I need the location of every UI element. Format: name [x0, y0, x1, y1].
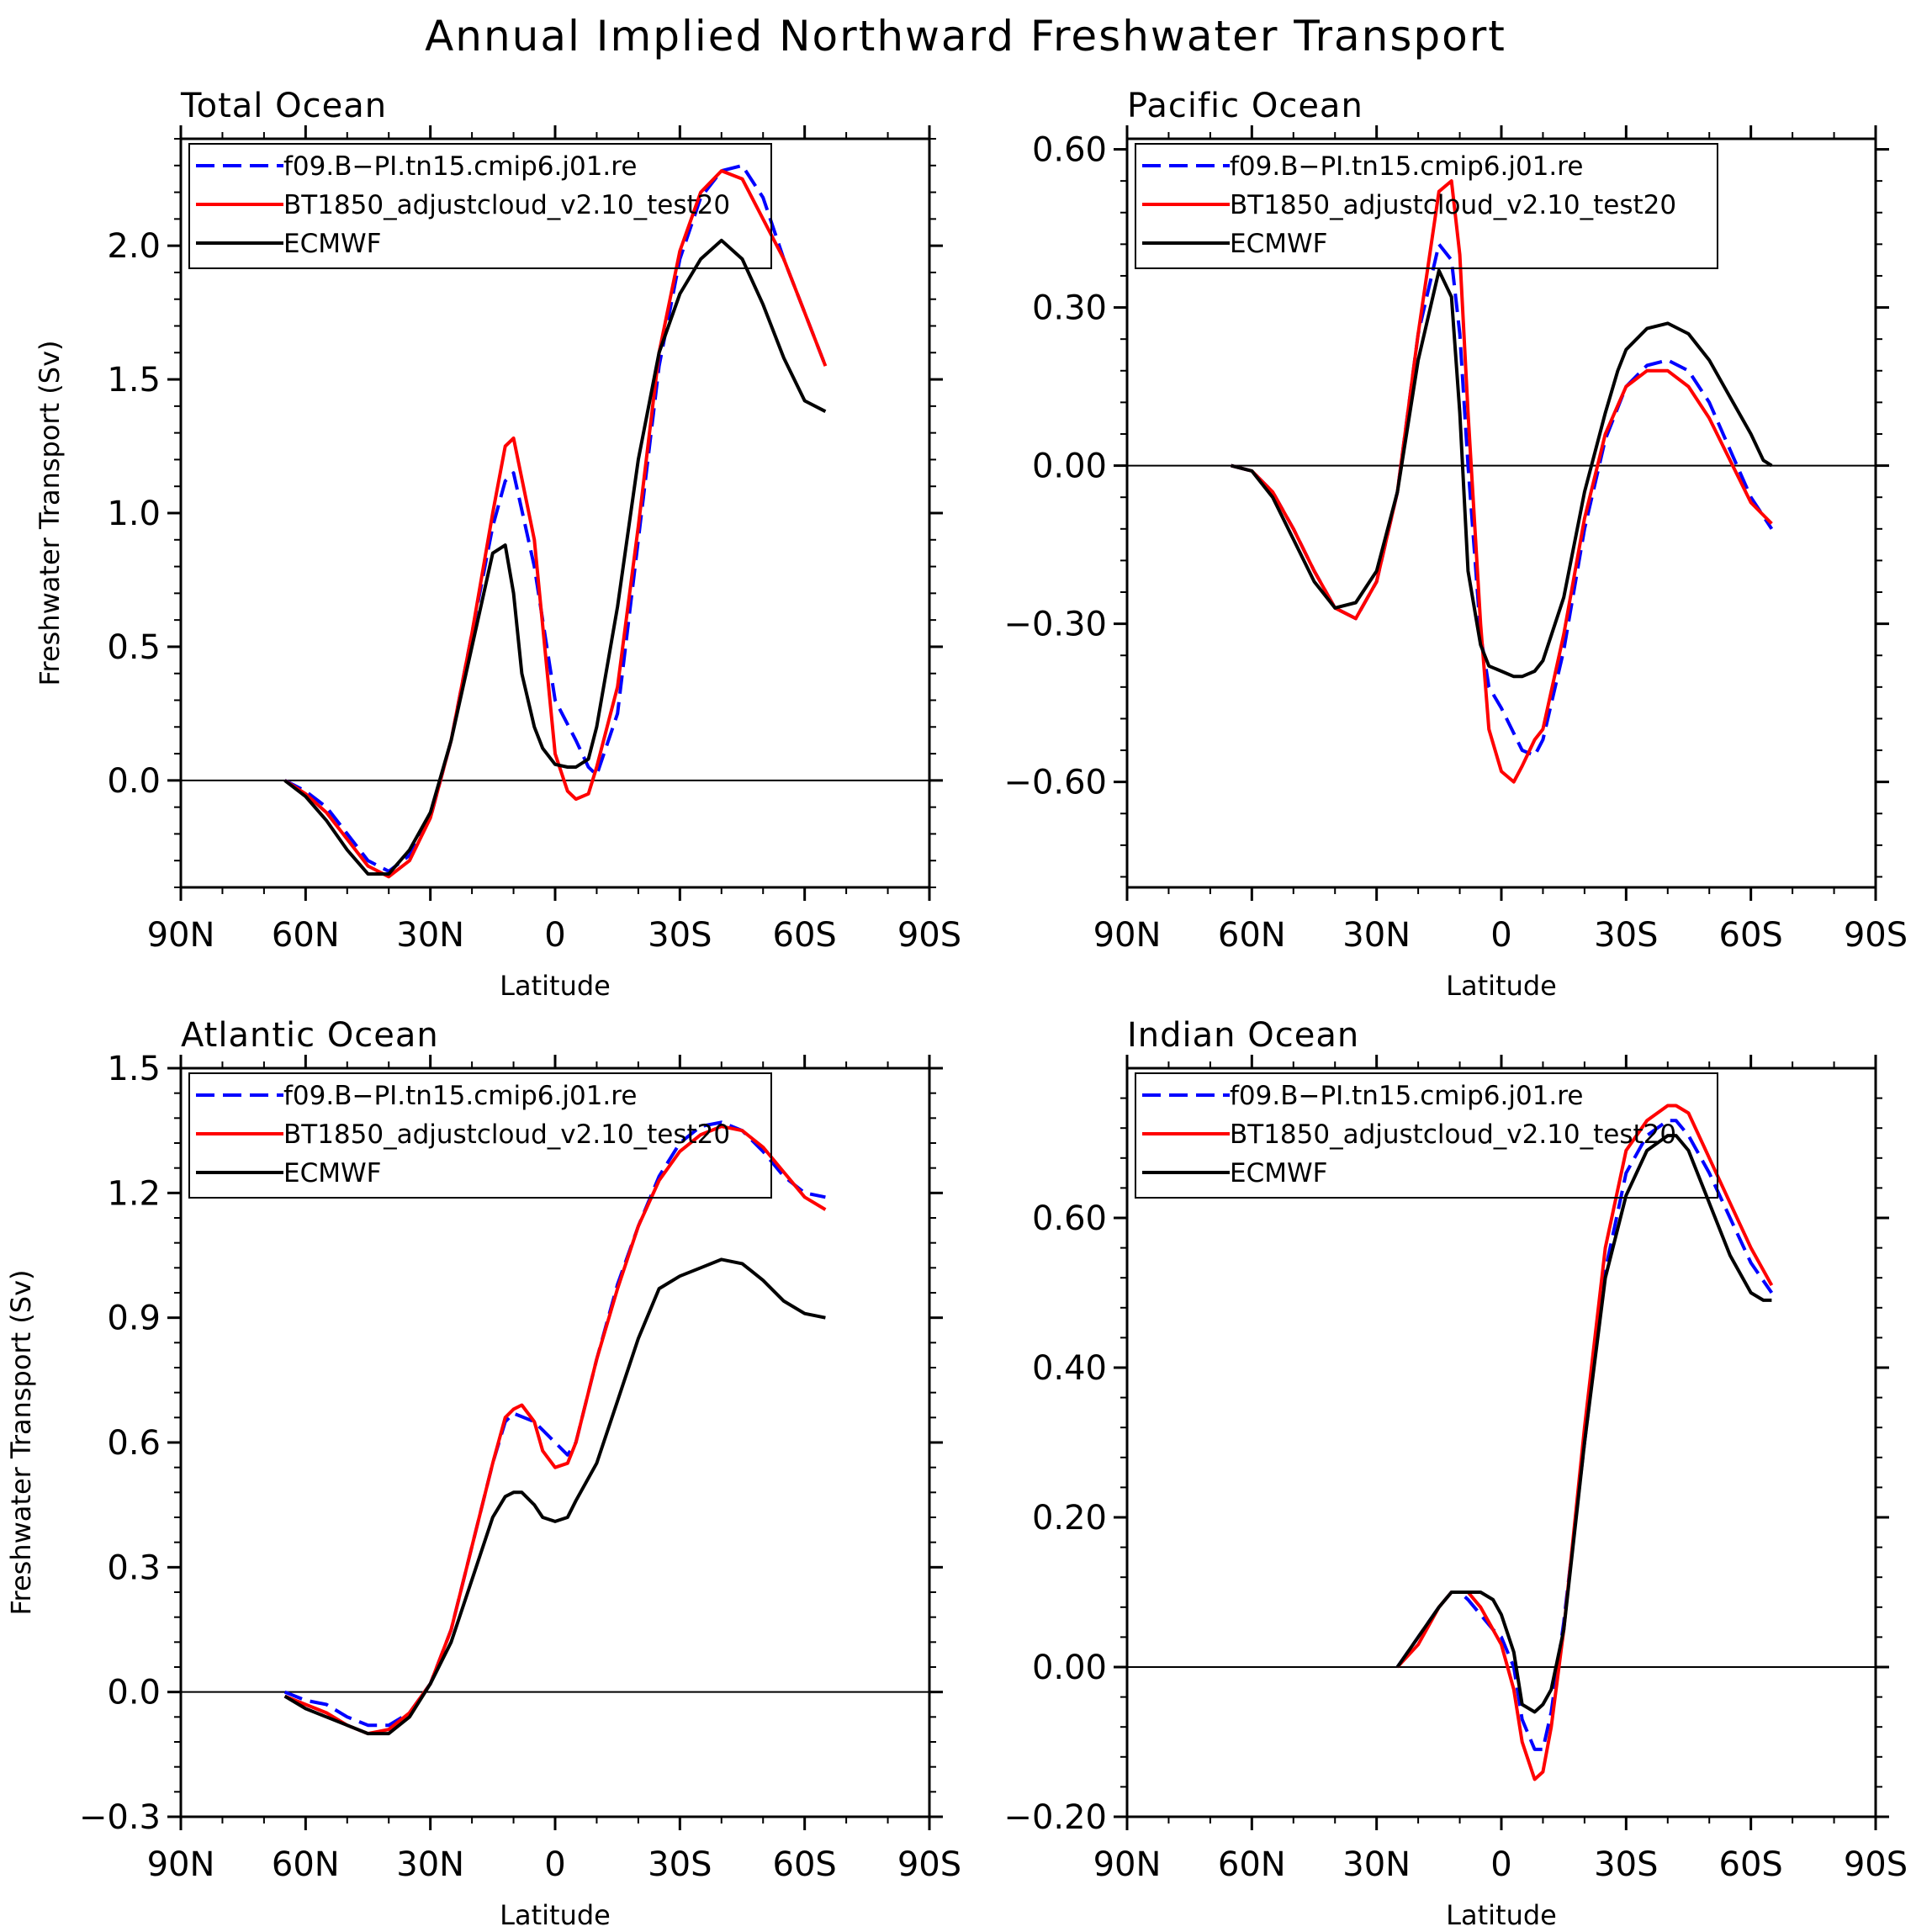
chart-3-xtick-label: 90S — [1844, 1845, 1908, 1884]
chart-2-xlabel: Latitude — [500, 1899, 611, 1931]
chart-2-ytick-label: 0.3 — [107, 1548, 161, 1587]
chart-0-ytick-label: 0.0 — [107, 762, 161, 801]
chart-0-legend-label: ECMWF — [283, 229, 381, 259]
chart-2-ytick-label: 0.9 — [107, 1299, 161, 1338]
chart-2-xtick-label: 60S — [773, 1845, 837, 1884]
chart-2-ytick-label: 0.0 — [107, 1674, 161, 1712]
chart-1-xlabel: Latitude — [1446, 970, 1557, 1002]
chart-0-series-bt1850-adjustcloud-v2-10-test20 — [283, 169, 828, 879]
chart-3-legend-label: ECMWF — [1230, 1158, 1327, 1188]
chart-1-ytick-label: −0.60 — [1003, 764, 1107, 802]
chart-2-xtick-label: 30S — [648, 1845, 712, 1884]
chart-0-xtick-label: 90S — [897, 916, 961, 955]
chart-3-xlabel: Latitude — [1446, 1899, 1557, 1931]
chart-2-legend-label: ECMWF — [283, 1158, 381, 1188]
chart-2-legend-label: BT1850_adjustcloud_v2.10_test20 — [283, 1120, 730, 1150]
chart-2-series-ecmwf — [283, 1257, 826, 1736]
chart-1-xtick-label: 60S — [1719, 916, 1783, 955]
chart-0-ytick-label: 2.0 — [107, 227, 161, 266]
chart-0-xtick-label: 90N — [147, 916, 215, 955]
chart-2-legend-label: f09.B−PI.tn15.cmip6.j01.re — [283, 1081, 637, 1111]
chart-1-xtick-label: 30S — [1594, 916, 1658, 955]
chart-3-series-f09-b-pi-tn15-cmip6-j01-re — [1395, 1119, 1774, 1751]
panel-indian-ocean: 90N 60N 30N 0 30S 60S 90S −0.20 0.00 0.20 0.40 0.60… — [1003, 1016, 1908, 1931]
chart-3-ytick-label: 0.40 — [1032, 1349, 1107, 1388]
chart-1-legend-box — [1135, 143, 1718, 269]
chart-2-ylabel: Freshwater Transport (Sv) — [5, 1269, 37, 1615]
chart-3-ytick-label: 0.20 — [1032, 1499, 1107, 1538]
chart-0-series-ecmwf — [283, 238, 827, 876]
chart-1-legend-label: ECMWF — [1230, 229, 1327, 259]
chart-1-legend-label: f09.B−PI.tn15.cmip6.j01.re — [1230, 151, 1583, 182]
chart-3-series-ecmwf — [1395, 1134, 1772, 1714]
chart-0-title: Total Ocean — [180, 87, 387, 125]
chart-0-legend-label: BT1850_adjustcloud_v2.10_test20 — [283, 190, 730, 220]
main-title: Annual Implied Northward Freshwater Tran… — [425, 12, 1506, 61]
chart-2-ytick-label: −0.3 — [79, 1798, 161, 1837]
chart-3-title: Indian Ocean — [1127, 1016, 1359, 1055]
chart-0-ytick-label: 1.0 — [107, 495, 161, 533]
chart-1-title: Pacific Ocean — [1127, 87, 1363, 125]
chart-0-legend-box — [188, 143, 772, 269]
chart-0-ytick-label: 0.5 — [107, 628, 161, 667]
chart-3-xtick-label: 30N — [1342, 1845, 1411, 1884]
chart-2-ytick-label: 1.5 — [107, 1050, 161, 1088]
chart-3-xtick-label: 60N — [1218, 1845, 1286, 1884]
chart-0-xtick-label: 60S — [773, 916, 837, 955]
chart-1-ytick-label: 0.60 — [1032, 131, 1107, 170]
chart-2-series-bt1850-adjustcloud-v2-10-test20 — [283, 1125, 827, 1736]
chart-3-xtick-label: 90N — [1093, 1845, 1162, 1884]
chart-0-series-f09-b-pi-tn15-cmip6-j01-re — [283, 163, 828, 873]
chart-3-legend-box — [1135, 1072, 1718, 1199]
chart-0-legend-label: f09.B−PI.tn15.cmip6.j01.re — [283, 151, 637, 182]
chart-2-ytick-label: 0.6 — [107, 1424, 161, 1463]
chart-0-xlabel: Latitude — [500, 970, 611, 1002]
chart-3-xtick-label: 60S — [1719, 1845, 1783, 1884]
chart-2-xtick-label: 90N — [147, 1845, 215, 1884]
chart-0-xtick-label: 60N — [272, 916, 340, 955]
chart-1-xtick-label: 30N — [1342, 916, 1411, 955]
chart-2-xtick-label: 60N — [272, 1845, 340, 1884]
chart-2-xtick-label: 0 — [544, 1845, 565, 1884]
chart-1-series-f09-b-pi-tn15-cmip6-j01-re — [1231, 242, 1774, 758]
chart-2-legend-box — [188, 1072, 772, 1199]
chart-1-ytick-label: 0.30 — [1032, 289, 1107, 328]
chart-1-xtick-label: 90S — [1844, 916, 1908, 955]
panel-atlantic-ocean: 90N 60N 30N 0 30S 60S 90S −0.3 0.0 0.3 0.6 0.9 1.2 1.… — [5, 1016, 961, 1931]
chart-1-ytick-label: 0.00 — [1032, 447, 1107, 486]
panel-pacific-ocean: 90N 60N 30N 0 30S 60S 90S −0.60 −0.30 0.00 0.30 0.6… — [1003, 87, 1908, 1002]
chart-1-legend-label: BT1850_adjustcloud_v2.10_test20 — [1230, 190, 1676, 220]
chart-0-xtick-label: 30N — [396, 916, 464, 955]
panel-total-ocean: 90N 60N 30N 0 30S 60S 90S 0.0 0.5 1.0 1.5 2.0 f09.B−… — [34, 87, 961, 1002]
chart-2-xtick-label: 90S — [897, 1845, 961, 1884]
chart-1-xtick-label: 90N — [1093, 916, 1162, 955]
chart-3-ytick-label: −0.20 — [1003, 1798, 1107, 1837]
chart-2-xtick-label: 30N — [396, 1845, 464, 1884]
chart-3-ytick-label: 0.00 — [1032, 1649, 1107, 1687]
chart-2-title: Atlantic Ocean — [181, 1016, 439, 1055]
chart-0-xtick-label: 30S — [648, 916, 712, 955]
chart-3-xtick-label: 0 — [1490, 1845, 1511, 1884]
chart-2-ytick-label: 1.2 — [107, 1174, 161, 1213]
chart-2-series-f09-b-pi-tn15-cmip6-j01-re — [283, 1120, 826, 1728]
chart-1-series-bt1850-adjustcloud-v2-10-test20 — [1231, 179, 1773, 784]
chart-3-xtick-label: 30S — [1594, 1845, 1658, 1884]
chart-3-legend-label: f09.B−PI.tn15.cmip6.j01.re — [1230, 1081, 1583, 1111]
chart-1-xtick-label: 0 — [1490, 916, 1511, 955]
chart-0-ytick-label: 1.5 — [107, 361, 161, 400]
chart-0-ylabel: Freshwater Transport (Sv) — [34, 340, 66, 685]
chart-3-ytick-label: 0.60 — [1032, 1199, 1107, 1238]
chart-1-ytick-label: −0.30 — [1003, 606, 1107, 644]
chart-1-series-ecmwf — [1231, 268, 1773, 679]
chart-1-xtick-label: 60N — [1218, 916, 1286, 955]
chart-0-xtick-label: 0 — [544, 916, 565, 955]
chart-3-legend-label: BT1850_adjustcloud_v2.10_test20 — [1230, 1120, 1676, 1150]
